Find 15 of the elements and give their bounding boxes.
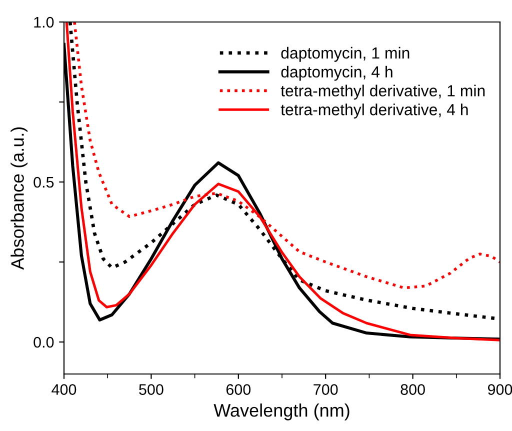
x-tick-label: 400	[52, 384, 76, 395]
legend-label: tetra-methyl derivative, 1 min	[280, 84, 485, 100]
x-tick-label: 800	[400, 384, 425, 395]
y-tick-label: 0.0	[34, 336, 54, 348]
x-axis-title: Wavelength (nm)	[214, 404, 350, 420]
x-tick-label: 900	[488, 384, 512, 395]
y-tick-label: 1.0	[34, 16, 54, 28]
legend-label: daptomycin, 4 h	[281, 66, 392, 81]
legend-label: tetra-methyl derivative, 4 h	[280, 104, 468, 118]
x-tick-label: 700	[314, 384, 338, 395]
y-tick-label: 0.5	[34, 176, 54, 188]
x-tick-label: 500	[139, 384, 164, 395]
y-axis-title: Absorbance (a.u.)	[10, 127, 28, 270]
legend-label: daptomycin, 1 min	[281, 46, 410, 62]
x-tick-label: 600	[226, 384, 251, 395]
